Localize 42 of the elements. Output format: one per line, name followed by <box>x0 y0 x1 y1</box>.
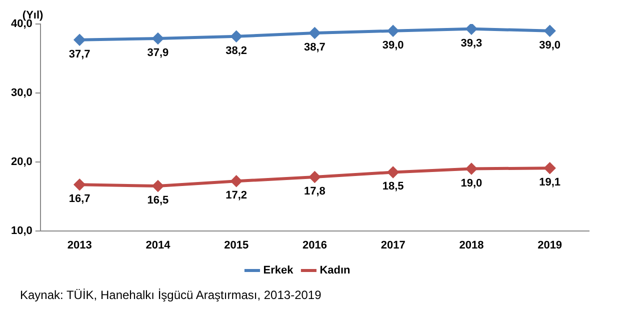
x-tick-label: 2019 <box>538 239 562 252</box>
point <box>544 25 556 36</box>
y-tick-label: 10,0 <box>10 224 32 237</box>
point <box>388 25 399 36</box>
legend-label: Kadın <box>320 264 351 277</box>
legend-label: Erkek <box>263 264 294 277</box>
text: Kaynak: TÜİK, Hanehalkı İşgücü Araştırması, 2013-2019 <box>20 288 322 302</box>
point <box>74 179 86 190</box>
point <box>152 180 164 192</box>
data-label: 38,2 <box>226 44 248 57</box>
data-label: 19,1 <box>539 176 561 189</box>
x-tick-label: 2017 <box>380 239 406 252</box>
y-tick-label: 20,0 <box>10 156 32 168</box>
x-tick-label: 2016 <box>302 239 327 252</box>
data-label: 39,3 <box>460 37 482 50</box>
y-tick-label: 30,0 <box>10 86 32 99</box>
point <box>544 162 556 174</box>
point <box>388 166 399 178</box>
y-tick-label: 40,0 <box>10 18 32 30</box>
x-tick-label: 2014 <box>146 239 172 252</box>
point <box>74 34 86 46</box>
data-label: 39,0 <box>539 39 561 52</box>
x-tick-label: 2013 <box>67 239 92 252</box>
data-label: 17,2 <box>226 190 248 202</box>
data-label: 38,7 <box>304 41 326 54</box>
data-label: 16,5 <box>147 194 169 207</box>
data-label: 37,7 <box>68 48 90 60</box>
point <box>152 32 164 44</box>
x-tick-label: 2015 <box>224 239 249 252</box>
point <box>230 30 242 42</box>
data-label: 19,0 <box>460 177 482 190</box>
x-tick-label: 2018 <box>459 239 484 252</box>
data-label: 39,0 <box>382 39 404 52</box>
data-label: 17,8 <box>304 186 326 198</box>
data-label: 18,5 <box>382 180 404 193</box>
point <box>466 24 477 34</box>
point <box>466 163 477 174</box>
point <box>230 176 242 187</box>
point <box>309 27 320 38</box>
data-label: 37,9 <box>147 47 169 60</box>
point <box>309 172 320 183</box>
data-label: 16,7 <box>68 193 90 206</box>
